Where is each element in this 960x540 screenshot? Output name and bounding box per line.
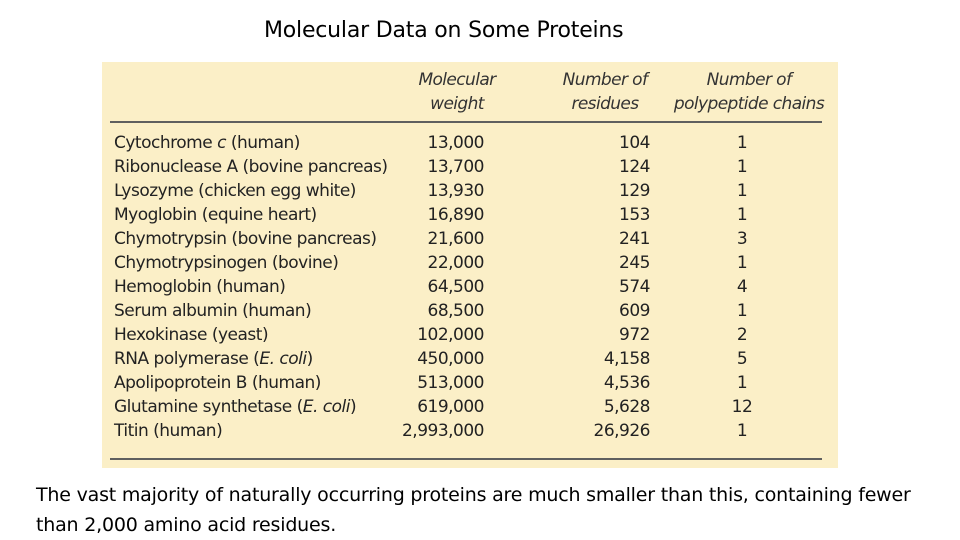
table-row: Lysozyme (chicken egg white) 13,930 129 1 (102, 179, 838, 203)
protein-data-table: Molecular weight Number of residues Numb… (102, 62, 838, 468)
table-row: Cytochrome c (human) 13,000 104 1 (102, 131, 838, 155)
table-row: Glutamine synthetase (E. coli) 619,000 5,6… (102, 395, 838, 419)
protein-name-part: Lysozyme (chicken egg white) (114, 181, 356, 201)
chains-value: 1 (736, 157, 748, 177)
protein-name: Chymotrypsinogen (bovine) (114, 251, 339, 275)
residues-value: 124 (619, 157, 650, 177)
protein-name-part: Apolipoprotein B (human) (114, 373, 321, 393)
molecular-weight-value: 16,890 (427, 205, 485, 225)
protein-name: Hemoglobin (human) (114, 275, 286, 299)
protein-name-part: Glutamine synthetase ( (114, 397, 303, 417)
molecular-weight-value: 513,000 (417, 373, 484, 393)
residues-value: 26,926 (593, 421, 651, 441)
protein-name: Ribonuclease A (bovine pancreas) (114, 155, 388, 179)
protein-name-italic: E. coli (302, 397, 351, 417)
residues-value: 129 (619, 181, 650, 201)
chains-value: 1 (736, 181, 748, 201)
protein-name-part: Titin (human) (114, 421, 223, 441)
protein-name-italic: c (217, 133, 226, 153)
molecular-weight-value: 13,700 (427, 157, 485, 177)
molecular-weight-value: 102,000 (417, 325, 484, 345)
chains-value: 12 (731, 397, 753, 417)
table-row: Apolipoprotein B (human) 513,000 4,536 1 (102, 371, 838, 395)
chains-value: 1 (736, 253, 748, 273)
protein-name-part: Serum albumin (human) (114, 301, 312, 321)
table-row: Hemoglobin (human) 64,500 574 4 (102, 275, 838, 299)
table-row: Serum albumin (human) 68,500 609 1 (102, 299, 838, 323)
table-row: Titin (human) 2,993,000 26,926 1 (102, 419, 838, 443)
protein-name: Chymotrypsin (bovine pancreas) (114, 227, 377, 251)
residues-value: 609 (619, 301, 650, 321)
chains-value: 2 (736, 325, 748, 345)
protein-name: Lysozyme (chicken egg white) (114, 179, 356, 203)
molecular-weight-value: 68,500 (427, 301, 485, 321)
caption-text: The vast majority of naturally occurring… (36, 484, 911, 536)
header-chains-line2: polypeptide chains (673, 94, 825, 114)
header-residues-line1: Number of (562, 70, 648, 90)
protein-name: Apolipoprotein B (human) (114, 371, 321, 395)
header-molecular-weight-line2: weight (430, 94, 484, 114)
residues-value: 972 (619, 325, 650, 345)
protein-name-part: RNA polymerase ( (114, 349, 260, 369)
chains-value: 1 (736, 205, 748, 225)
protein-name: Titin (human) (114, 419, 223, 443)
table-row: Chymotrypsin (bovine pancreas) 21,600 241 3 (102, 227, 838, 251)
protein-name-part: Myoglobin (equine heart) (114, 205, 317, 225)
table-row: Chymotrypsinogen (bovine) 22,000 245 1 (102, 251, 838, 275)
protein-name-part: ) (306, 349, 314, 369)
header-molecular-weight: Molecular weight (402, 68, 512, 116)
residues-value: 245 (619, 253, 650, 273)
residues-value: 104 (619, 133, 650, 153)
molecular-weight-value: 22,000 (427, 253, 485, 273)
chains-value: 1 (736, 133, 748, 153)
protein-name: Myoglobin (equine heart) (114, 203, 317, 227)
molecular-weight-value: 619,000 (417, 397, 484, 417)
molecular-weight-value: 450,000 (417, 349, 484, 369)
header-residues-line2: residues (571, 94, 639, 114)
protein-name-part: (human) (225, 133, 301, 153)
table-top-rule (110, 121, 822, 123)
protein-name-part: Chymotrypsin (bovine pancreas) (114, 229, 377, 249)
chains-value: 4 (736, 277, 748, 297)
protein-name-part: ) (349, 397, 357, 417)
protein-name-part: Hexokinase (yeast) (114, 325, 269, 345)
table-body: Cytochrome c (human) 13,000 104 1 Ribonuclea… (102, 131, 838, 443)
residues-value: 241 (619, 229, 650, 249)
protein-name-italic: E. coli (259, 349, 307, 369)
chains-value: 1 (736, 373, 748, 393)
molecular-weight-value: 13,930 (427, 181, 485, 201)
table-row: Myoglobin (equine heart) 16,890 153 1 (102, 203, 838, 227)
residues-value: 5,628 (603, 397, 651, 417)
protein-name: Cytochrome c (human) (114, 131, 300, 155)
residues-value: 153 (619, 205, 650, 225)
molecular-weight-value: 21,600 (427, 229, 485, 249)
residues-value: 574 (619, 277, 650, 297)
protein-name: Glutamine synthetase (E. coli) (114, 395, 357, 419)
residues-value: 4,158 (603, 349, 651, 369)
table-row: Hexokinase (yeast) 102,000 972 2 (102, 323, 838, 347)
chains-value: 3 (736, 229, 748, 249)
header-residues: Number of residues (550, 68, 660, 116)
protein-name-part: Ribonuclease A (bovine pancreas) (114, 157, 388, 177)
chains-value: 1 (736, 301, 748, 321)
page-title: Molecular Data on Some Proteins (264, 18, 624, 43)
table-bottom-rule (110, 458, 822, 460)
header-molecular-weight-line1: Molecular (418, 70, 496, 90)
header-chains-line1: Number of (706, 70, 792, 90)
residues-value: 4,536 (603, 373, 651, 393)
protein-name: Serum albumin (human) (114, 299, 312, 323)
chains-value: 1 (736, 421, 748, 441)
protein-name-part: Chymotrypsinogen (bovine) (114, 253, 339, 273)
molecular-weight-value: 2,993,000 (401, 421, 485, 441)
molecular-weight-value: 13,000 (427, 133, 485, 153)
header-chains: Number of polypeptide chains (664, 68, 834, 116)
protein-name: RNA polymerase (E. coli) (114, 347, 313, 371)
protein-name-part: Hemoglobin (human) (114, 277, 286, 297)
table-row: Ribonuclease A (bovine pancreas) 13,700 12… (102, 155, 838, 179)
table-row: RNA polymerase (E. coli) 450,000 4,158 5 (102, 347, 838, 371)
protein-name: Hexokinase (yeast) (114, 323, 269, 347)
protein-name-part: Cytochrome (114, 133, 218, 153)
chains-value: 5 (736, 349, 748, 369)
molecular-weight-value: 64,500 (427, 277, 485, 297)
